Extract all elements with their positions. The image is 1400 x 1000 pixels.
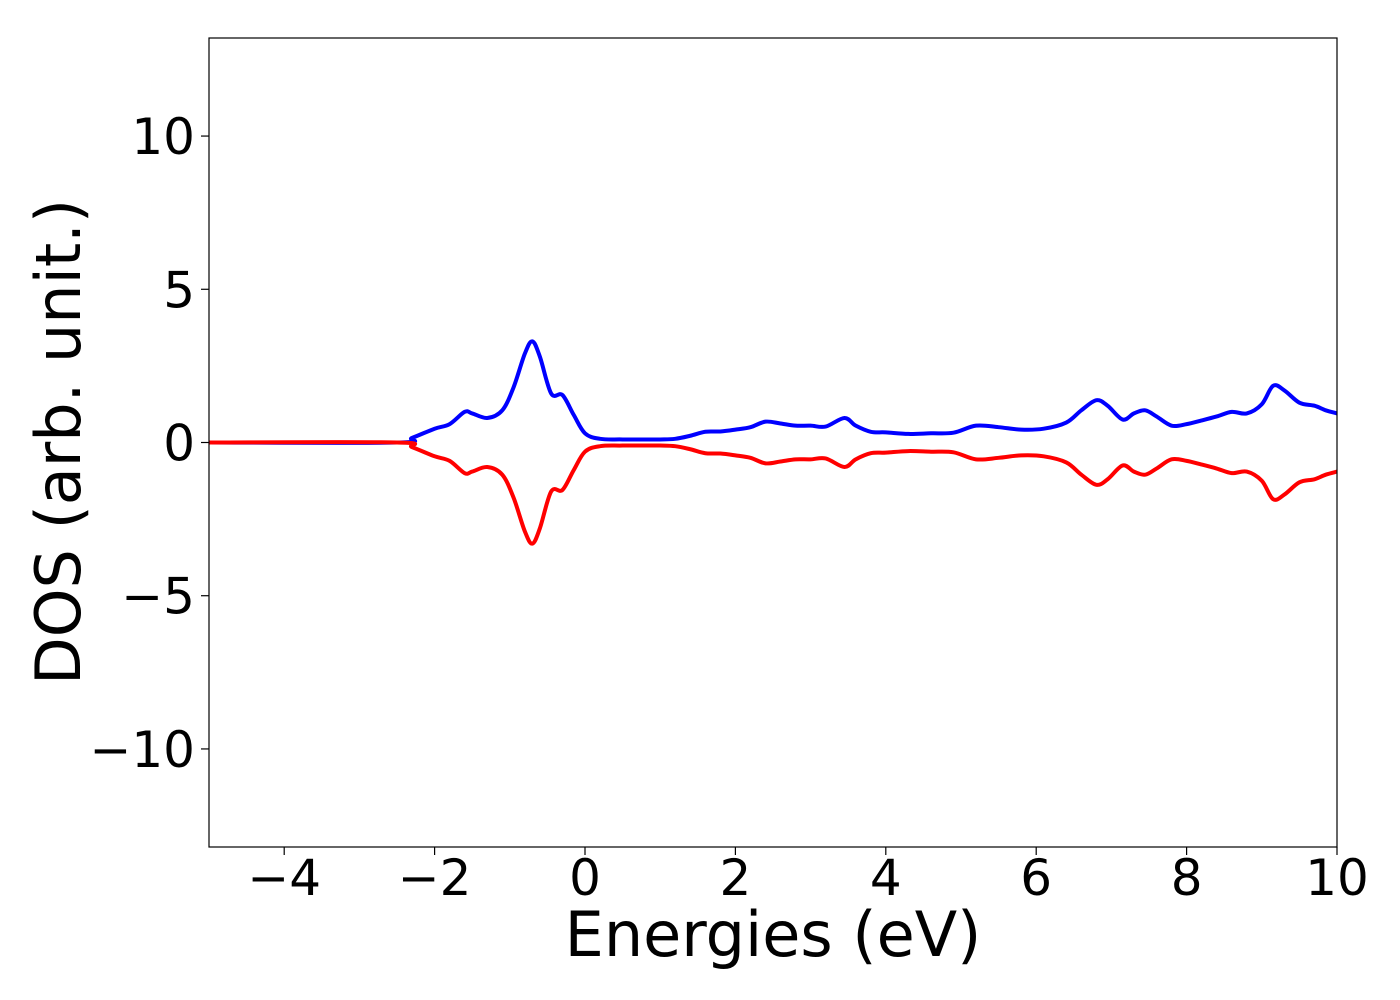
y-axis-label: DOS (arb. unit.) xyxy=(22,199,95,685)
x-tick-label: −4 xyxy=(247,849,321,907)
y-tick-label: 0 xyxy=(163,415,195,473)
x-axis-label: Energies (eV) xyxy=(565,898,982,971)
x-axis-ticks: −4 −2 0 2 4 6 8 10 xyxy=(247,847,1369,907)
x-tick-label: 0 xyxy=(569,849,601,907)
series-line-1 xyxy=(209,339,1337,445)
x-tick-label: 6 xyxy=(1020,849,1052,907)
x-tick-label: 2 xyxy=(719,849,751,907)
x-tick-label: 4 xyxy=(870,849,902,907)
x-tick-label: 10 xyxy=(1305,849,1369,907)
y-tick-label: −10 xyxy=(89,721,195,779)
series-layer xyxy=(209,339,1337,546)
y-axis-ticks: 10 5 0 −5 −10 xyxy=(89,108,209,779)
x-tick-label: 8 xyxy=(1171,849,1203,907)
series-line-2 xyxy=(209,440,1337,546)
x-tick-label: −2 xyxy=(398,849,472,907)
y-tick-label: 5 xyxy=(163,261,195,319)
y-tick-label: 10 xyxy=(131,108,195,166)
y-tick-label: −5 xyxy=(121,568,195,626)
